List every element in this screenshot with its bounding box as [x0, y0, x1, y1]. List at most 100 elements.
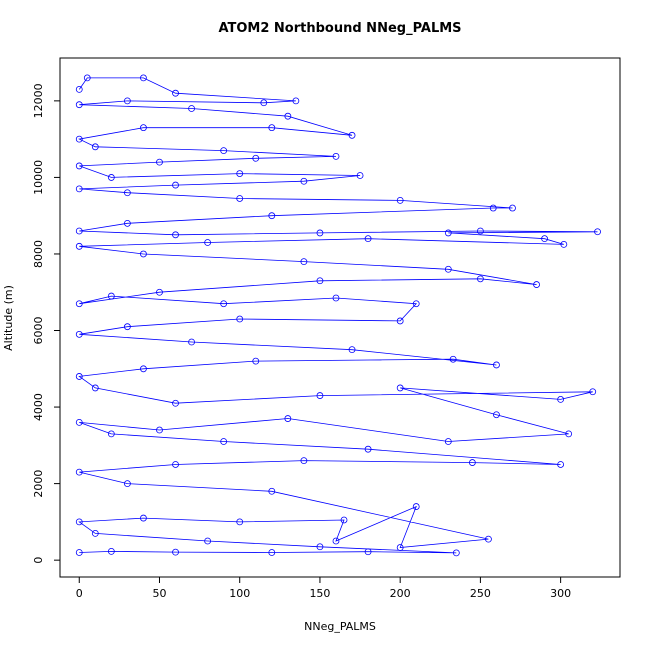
- data-point: [75, 330, 83, 338]
- y-tick-label: 2000: [32, 470, 45, 498]
- data-point: [123, 97, 131, 105]
- data-point: [396, 317, 404, 325]
- data-point: [268, 487, 276, 495]
- data-point: [477, 275, 484, 283]
- data-point: [75, 85, 83, 93]
- data-point: [300, 457, 308, 465]
- data-line: [78, 77, 598, 554]
- data-point: [172, 461, 179, 468]
- x-axis-label: NNeg_PALMS: [304, 620, 376, 633]
- data-point: [107, 547, 115, 555]
- data-point: [316, 543, 324, 551]
- data-point: [123, 219, 131, 227]
- x-tick-label: 300: [550, 587, 571, 600]
- y-axis-label: Altitude (m): [2, 285, 15, 351]
- data-point: [533, 281, 540, 288]
- data-point: [75, 242, 83, 250]
- data-point: [252, 357, 260, 365]
- data-point: [172, 548, 179, 556]
- data-point: [75, 418, 83, 426]
- data-point: [452, 549, 460, 557]
- y-tick-label: 10000: [32, 160, 45, 195]
- y-tick-label: 12000: [32, 83, 45, 118]
- data-point: [172, 89, 179, 97]
- data-point: [140, 365, 147, 373]
- data-point: [252, 154, 260, 162]
- data-point: [107, 292, 115, 300]
- data-point: [236, 518, 244, 526]
- data-point: [565, 430, 573, 438]
- data-point: [300, 258, 308, 266]
- data-point: [75, 135, 83, 143]
- data-point: [75, 518, 83, 526]
- data-point: [123, 480, 131, 488]
- data-point: [75, 373, 83, 380]
- data-point: [172, 399, 179, 407]
- data-point: [172, 231, 179, 239]
- data-point: [83, 74, 91, 82]
- data-point: [316, 392, 324, 399]
- data-point: [332, 152, 340, 160]
- data-point: [75, 101, 83, 109]
- data-point: [91, 384, 99, 392]
- x-tick-label: 50: [152, 587, 166, 600]
- data-point: [332, 537, 340, 545]
- data-point: [364, 445, 372, 453]
- data-point: [348, 346, 356, 354]
- y-tick-label: 8000: [32, 240, 45, 268]
- data-point: [156, 426, 163, 434]
- data-point: [156, 158, 163, 166]
- x-tick-label: 100: [229, 587, 250, 600]
- data-point: [444, 265, 452, 273]
- data-point: [172, 181, 179, 189]
- data-point: [220, 147, 228, 155]
- y-tick-label: 6000: [32, 317, 45, 345]
- data-point: [140, 250, 147, 258]
- x-tick-label: 150: [309, 587, 330, 600]
- data-point: [91, 143, 99, 151]
- data-point: [412, 300, 420, 308]
- data-point: [300, 177, 308, 185]
- data-point: [268, 124, 276, 132]
- data-point: [489, 204, 497, 212]
- data-point: [284, 415, 292, 422]
- data-point: [75, 468, 83, 476]
- data-point: [316, 277, 324, 285]
- x-tick-label: 250: [470, 587, 491, 600]
- data-point: [332, 294, 340, 302]
- data-point: [156, 288, 163, 296]
- data-point: [541, 235, 548, 243]
- data-point: [123, 323, 131, 331]
- data-point: [140, 124, 147, 132]
- chart-title: ATOM2 Northbound NNeg_PALMS: [218, 21, 461, 36]
- data-point: [204, 537, 212, 545]
- data-point: [123, 189, 131, 197]
- data-point: [444, 229, 452, 237]
- data-point: [75, 162, 83, 170]
- data-point: [449, 355, 457, 363]
- data-point: [340, 516, 348, 524]
- data-point: [509, 204, 516, 212]
- data-point: [268, 549, 276, 556]
- plot-frame: [59, 57, 621, 578]
- x-tick-label: 0: [76, 587, 83, 600]
- data-point: [396, 544, 404, 551]
- data-point: [284, 112, 292, 120]
- data-point: [485, 535, 492, 543]
- data-point: [107, 174, 115, 181]
- data-point: [493, 411, 500, 419]
- data-point: [396, 196, 404, 204]
- data-point: [75, 227, 83, 235]
- data-point: [188, 105, 195, 112]
- y-tick-label: 0: [32, 557, 45, 564]
- data-point: [348, 131, 356, 139]
- data-point: [493, 361, 500, 369]
- x-tick-label: 200: [390, 587, 411, 600]
- data-point: [477, 227, 484, 235]
- data-point: [412, 503, 420, 510]
- data-point: [75, 300, 83, 308]
- data-point: [268, 212, 276, 220]
- data-point: [560, 240, 568, 248]
- data-point: [236, 170, 244, 177]
- data-point: [140, 74, 147, 82]
